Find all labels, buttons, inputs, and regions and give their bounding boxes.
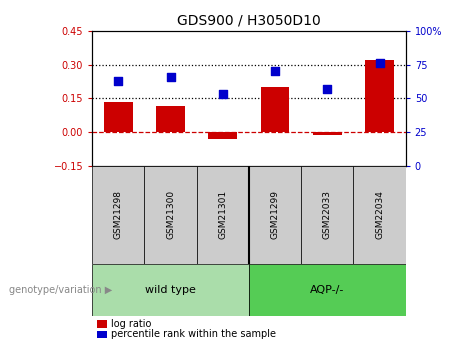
Point xyxy=(324,86,331,92)
Point xyxy=(115,78,122,83)
Point xyxy=(272,69,279,74)
Bar xyxy=(208,132,237,139)
Point xyxy=(376,61,383,66)
Text: wild type: wild type xyxy=(145,285,196,295)
Text: GSM21298: GSM21298 xyxy=(114,190,123,239)
Text: AQP-/-: AQP-/- xyxy=(310,285,344,295)
Bar xyxy=(197,166,249,264)
Text: GSM21300: GSM21300 xyxy=(166,190,175,239)
Bar xyxy=(92,166,144,264)
Text: percentile rank within the sample: percentile rank within the sample xyxy=(111,329,276,339)
Bar xyxy=(144,166,197,264)
Bar xyxy=(365,60,394,132)
Bar xyxy=(92,264,249,316)
Bar xyxy=(249,264,406,316)
Bar xyxy=(313,132,342,135)
Title: GDS900 / H3050D10: GDS900 / H3050D10 xyxy=(177,13,321,27)
Bar xyxy=(354,166,406,264)
Bar xyxy=(156,106,185,132)
Text: GSM22033: GSM22033 xyxy=(323,190,332,239)
Bar xyxy=(249,166,301,264)
Bar xyxy=(261,87,290,132)
Bar xyxy=(104,102,133,132)
Text: GSM22034: GSM22034 xyxy=(375,190,384,239)
Text: genotype/variation ▶: genotype/variation ▶ xyxy=(9,285,112,295)
Text: log ratio: log ratio xyxy=(111,319,151,329)
Text: GSM21299: GSM21299 xyxy=(271,190,279,239)
Bar xyxy=(301,166,354,264)
Point xyxy=(219,91,226,97)
Point xyxy=(167,74,174,80)
Text: GSM21301: GSM21301 xyxy=(219,190,227,239)
